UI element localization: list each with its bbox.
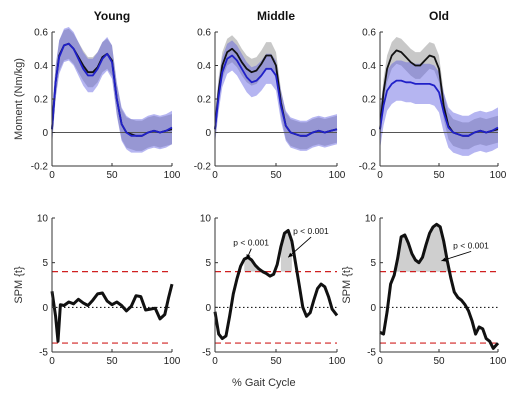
- y-tick-label: 10: [37, 214, 49, 225]
- y-tick-label: 0.2: [197, 95, 211, 106]
- sd-band-control: [52, 28, 172, 151]
- y-tick-label: 5: [370, 258, 376, 269]
- y-tick-label: -0.2: [31, 162, 49, 173]
- spm-cluster-fill: [394, 224, 451, 272]
- figure-xlabel: % Gait Cycle: [232, 377, 296, 389]
- sd-band-control: [215, 35, 337, 150]
- y-tick-label: -0.2: [194, 162, 212, 173]
- y-tick-label: 0.6: [197, 28, 211, 39]
- y-tick-label: 0.6: [34, 28, 48, 39]
- y-tick-label: 5: [42, 258, 48, 269]
- sd-band-group: [52, 27, 172, 153]
- y-axis-label: SPM {t}: [13, 266, 25, 304]
- x-tick-label: 100: [329, 170, 346, 181]
- y-tick-label: 10: [200, 214, 212, 225]
- y-tick-label: 0: [370, 303, 376, 314]
- spm-cluster-fill: [244, 257, 259, 272]
- x-tick-label: 0: [212, 170, 218, 181]
- x-tick-label: 0: [49, 356, 55, 367]
- p-value-label: p < 0.001: [453, 240, 489, 250]
- x-tick-label: 50: [433, 170, 445, 181]
- x-tick-label: 0: [49, 170, 55, 181]
- y-tick-label: 5: [205, 258, 211, 269]
- y-axis-label: SPM {t}: [341, 266, 353, 304]
- y-tick-label: 0: [205, 128, 211, 139]
- annotation-arrowhead: [441, 257, 447, 262]
- p-value-label: p < 0.001: [293, 226, 329, 236]
- panel-title: Old: [429, 9, 449, 23]
- sd-band-control: [380, 37, 498, 150]
- y-tick-label: 0.2: [362, 95, 376, 106]
- x-tick-label: 100: [490, 170, 507, 181]
- panel-moment-old: Old-0.200.20.40.60 50 100: [359, 9, 507, 181]
- x-tick-label: 50: [106, 170, 118, 181]
- y-tick-label: 0.2: [34, 95, 48, 106]
- x-tick-label: 50: [106, 356, 118, 367]
- p-value-label: p < 0.001: [233, 238, 269, 248]
- y-axis-label: Moment (Nm/kg): [13, 58, 25, 140]
- annotation-arrow: [287, 236, 312, 258]
- series-line-spm: [50, 283, 174, 343]
- annotation-arrowhead: [288, 252, 294, 258]
- y-tick-label: 0.4: [197, 61, 211, 72]
- y-tick-label: 0.4: [34, 61, 48, 72]
- y-tick-label: -5: [367, 348, 376, 359]
- x-tick-label: 0: [377, 170, 383, 181]
- x-tick-label: 100: [164, 356, 181, 367]
- panel-title: Young: [94, 9, 130, 23]
- y-tick-label: 0: [42, 303, 48, 314]
- x-tick-label: 50: [270, 356, 282, 367]
- panel-moment-middle: Middle-0.200.20.40.60 50 100: [194, 9, 346, 181]
- x-tick-label: 50: [270, 170, 282, 181]
- series-line-spm: [379, 222, 500, 350]
- x-tick-label: 100: [329, 356, 346, 367]
- x-tick-label: 100: [490, 356, 507, 367]
- y-tick-label: 10: [365, 214, 377, 225]
- series-line-group: [379, 79, 499, 137]
- y-tick-label: -0.2: [359, 162, 377, 173]
- x-tick-label: 0: [377, 356, 383, 367]
- x-tick-label: 100: [164, 170, 181, 181]
- y-tick-label: 0: [370, 128, 376, 139]
- series-line-group: [51, 42, 173, 137]
- y-tick-label: 0: [42, 128, 48, 139]
- y-tick-label: -5: [39, 348, 48, 359]
- x-tick-label: 0: [212, 356, 218, 367]
- y-tick-label: 0: [205, 303, 211, 314]
- y-tick-label: 0.6: [362, 28, 376, 39]
- y-tick-label: 0.4: [362, 61, 376, 72]
- series-line-group: [214, 54, 338, 137]
- y-tick-label: -5: [202, 348, 211, 359]
- annotation-arrowhead: [246, 254, 251, 260]
- annotation-arrow: [441, 250, 472, 262]
- x-tick-label: 50: [433, 356, 445, 367]
- panel-title: Middle: [257, 9, 295, 23]
- series-line-spm: [213, 229, 339, 341]
